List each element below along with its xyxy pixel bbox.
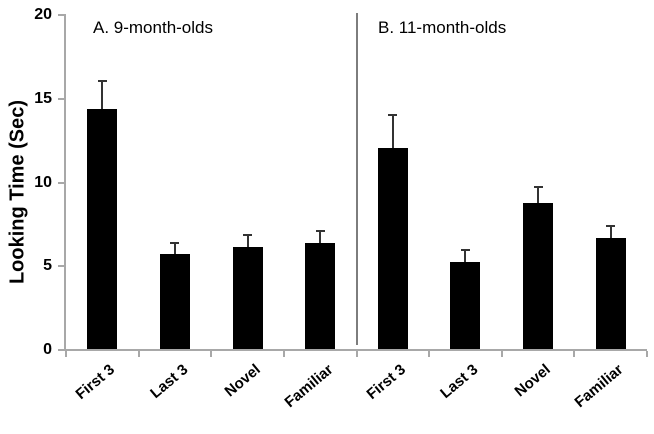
y-tick-mark <box>58 265 64 268</box>
y-tick-mark <box>58 14 64 16</box>
bar-panelA-familiar <box>305 243 336 349</box>
error-bar-stem <box>173 243 176 254</box>
panel-b-title: B. 11-month-olds <box>378 18 507 37</box>
y-tick-mark <box>58 181 64 184</box>
x-tick-mark <box>428 351 431 357</box>
x-tick-label: Familiar <box>281 361 337 412</box>
error-bar-stem <box>101 81 104 110</box>
x-tick-label: Last 3 <box>437 361 482 402</box>
bar-panelB-novel <box>523 203 554 349</box>
y-tick-label: 20 <box>34 6 52 23</box>
x-tick-mark <box>646 351 648 357</box>
bar-panelB-familiar <box>595 238 626 349</box>
bar-panelB-last-3 <box>450 261 481 349</box>
x-tick-mark <box>573 351 576 357</box>
x-axis-line <box>64 349 647 351</box>
x-tick-mark <box>210 351 213 357</box>
error-bar-stem <box>609 225 612 239</box>
x-tick-mark <box>282 351 285 357</box>
error-bar-cap <box>97 80 107 82</box>
error-bar-stem <box>246 235 249 247</box>
bar-panelB-first-3 <box>377 148 408 349</box>
bar-panelA-first-3 <box>87 109 118 349</box>
y-axis-line <box>64 14 66 351</box>
x-tick-mark <box>137 351 140 357</box>
y-tick-mark <box>58 349 64 351</box>
x-tick-mark <box>355 351 358 357</box>
x-tick-label: Novel <box>511 361 554 401</box>
x-tick-label: First 3 <box>363 361 409 403</box>
error-bar-cap <box>315 229 325 232</box>
error-bar-cap <box>460 249 470 252</box>
error-bar-stem <box>537 186 540 204</box>
y-tick-label: 15 <box>34 89 52 107</box>
x-tick-mark <box>65 351 67 357</box>
error-bar-cap <box>533 185 543 188</box>
bar-panelA-last-3 <box>159 253 190 349</box>
y-tick-mark <box>58 97 64 100</box>
x-tick-label: Last 3 <box>146 361 191 402</box>
x-tick-label: Familiar <box>571 361 627 412</box>
error-bar-cap <box>388 113 398 116</box>
x-tick-mark <box>500 351 503 357</box>
error-bar-cap <box>243 234 253 237</box>
x-tick-label: Novel <box>221 361 264 401</box>
y-tick-label: 5 <box>43 257 52 275</box>
y-tick-label: 0 <box>43 341 52 358</box>
error-bar-stem <box>464 250 467 262</box>
y-tick-label: 10 <box>34 173 52 191</box>
error-bar-stem <box>391 114 394 148</box>
error-bar-cap <box>606 224 616 227</box>
x-tick-label: First 3 <box>72 361 119 403</box>
panel-divider-line <box>355 13 358 345</box>
error-bar-stem <box>319 230 322 244</box>
panel-a-title: A. 9-month-olds <box>93 18 213 37</box>
bar-panelA-novel <box>232 246 263 349</box>
error-bar-cap <box>170 242 180 245</box>
